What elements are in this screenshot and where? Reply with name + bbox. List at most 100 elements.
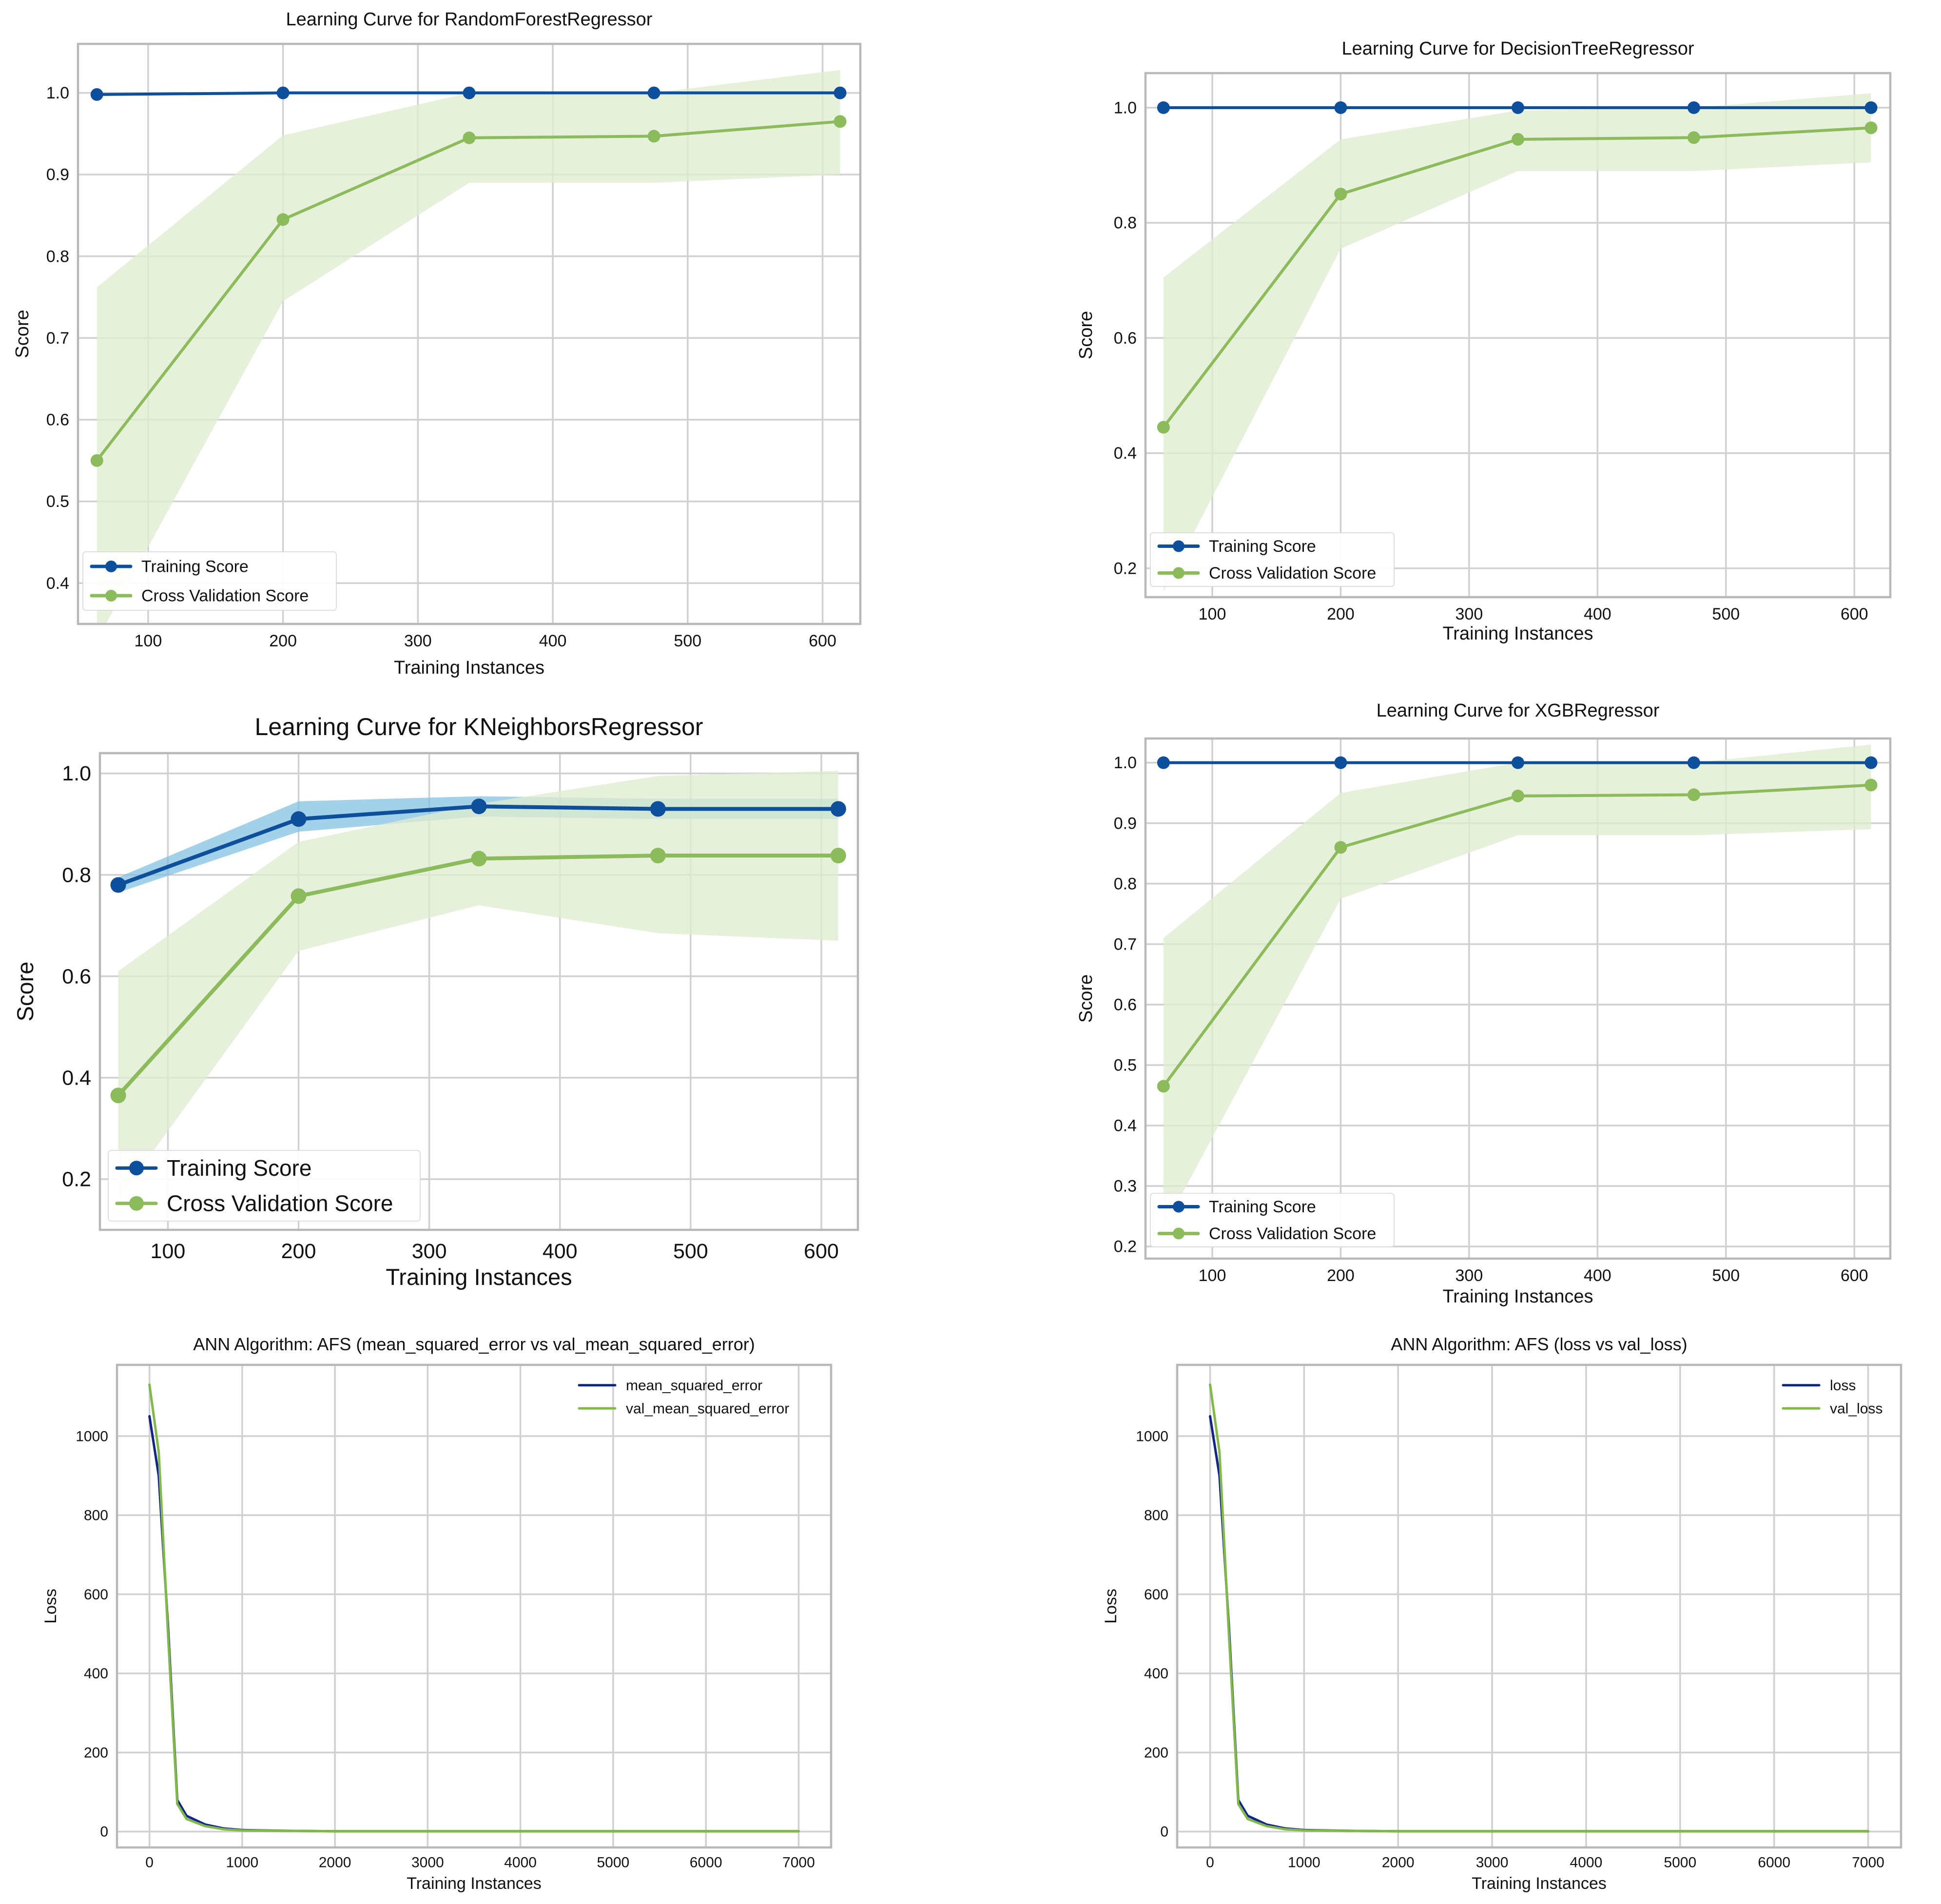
y-tick-label: 400 [84, 1666, 108, 1682]
chart-title: Learning Curve for DecisionTreeRegressor [1341, 39, 1694, 59]
x-tick-label: 500 [1712, 605, 1740, 623]
chart-rf: 100 200 300 400 500 600 0.4 0.5 0.6 0.7 0.8 0.9 1.0 L… [12, 9, 862, 678]
y-tick-label: 800 [84, 1508, 108, 1524]
x-tick-label: 200 [1327, 605, 1355, 623]
x-tick-label: 100 [151, 1240, 186, 1263]
data-point [1157, 101, 1170, 114]
y-axis-label: Loss [1102, 1589, 1120, 1624]
y-tick-label: 0.6 [62, 965, 91, 988]
data-point [1512, 756, 1524, 769]
legend-label: Training Score [167, 1155, 311, 1181]
y-tick-label: 0 [100, 1824, 108, 1840]
x-tick-label: 1000 [226, 1855, 258, 1871]
legend-marker [1173, 1227, 1184, 1240]
y-tick-label: 200 [84, 1745, 108, 1761]
data-point [650, 801, 666, 817]
x-tick-label: 200 [1327, 1266, 1355, 1285]
y-tick-label: 0.7 [46, 329, 69, 348]
chart-xgb: 100 200 300 400 500 600 0.2 0.3 0.4 0.5 0.6 0.7 0.8 0… [1076, 700, 1892, 1307]
data-point [90, 88, 103, 101]
legend-label: loss [1830, 1378, 1856, 1394]
legend-label: Training Score [1209, 537, 1316, 556]
y-tick-label: 200 [1144, 1745, 1168, 1761]
legend-label: Training Score [141, 558, 249, 576]
x-tick-label: 500 [1712, 1266, 1740, 1285]
legend-box [1150, 532, 1395, 587]
legend: Training Score Cross Validation Score [82, 551, 337, 611]
y-axis-label: Score [1076, 974, 1096, 1023]
x-tick-label: 400 [543, 1240, 578, 1263]
data-point [110, 877, 126, 893]
plot-frame [77, 42, 862, 625]
y-tick-label: 0.5 [46, 492, 69, 511]
y-axis-label: Score [12, 962, 38, 1022]
x-tick-label: 4000 [504, 1855, 537, 1871]
x-tick-label: 600 [1841, 605, 1868, 623]
x-axis-label: Training Instances [1442, 623, 1593, 644]
y-tick-label: 600 [1144, 1587, 1168, 1603]
x-tick-label: 600 [804, 1240, 839, 1263]
y-tick-label: 0.6 [1114, 329, 1137, 348]
band-cross-validation-score [1163, 744, 1871, 1228]
legend-marker [1173, 567, 1184, 579]
data-point [471, 798, 487, 815]
data-point [463, 131, 476, 144]
x-tick-label: 400 [539, 632, 567, 650]
y-tick-label: 1.0 [62, 762, 91, 785]
data-point [1687, 788, 1700, 801]
chart-ann-mse: 0 1000 2000 3000 4000 5000 6000 7000 0 200 400 600 8… [41, 1334, 833, 1893]
x-tick-label: 2000 [1382, 1855, 1415, 1871]
data-point [1157, 756, 1170, 769]
data-point [1334, 756, 1347, 769]
data-point [647, 130, 660, 143]
legend-label: mean_squared_error [626, 1378, 762, 1394]
data-point [650, 848, 666, 864]
data-point [1334, 841, 1347, 854]
x-tick-label: 2000 [319, 1855, 351, 1871]
x-tick-label: 300 [1456, 1266, 1483, 1285]
y-tick-label: 0.4 [1114, 444, 1137, 463]
x-tick-label: 6000 [690, 1855, 722, 1871]
chart-dt: 100 200 300 400 500 600 0.2 0.4 0.6 0.8 1.0 Learnin… [1076, 39, 1892, 644]
x-axis-label: Training Instances [1472, 1874, 1607, 1893]
plot-area [117, 1365, 831, 1847]
data-point [1687, 101, 1700, 114]
y-tick-label: 0.9 [46, 166, 69, 184]
data-point [90, 454, 103, 467]
x-tick-label: 300 [412, 1240, 447, 1263]
legend-label: Cross Validation Score [167, 1190, 393, 1216]
x-tick-label: 200 [281, 1240, 316, 1263]
x-tick-label: 500 [673, 1240, 708, 1263]
data-point [291, 888, 307, 904]
y-tick-label: 0.5 [1114, 1056, 1137, 1075]
data-point [291, 811, 307, 827]
x-tick-label: 7000 [782, 1855, 815, 1871]
y-tick-label: 0.4 [46, 574, 69, 593]
chart-title: Learning Curve for RandomForestRegressor [286, 9, 653, 30]
legend: mean_squared_error val_mean_squared_error [578, 1378, 789, 1417]
chart-title: Learning Curve for XGBRegressor [1377, 700, 1660, 721]
x-tick-label: 4000 [1570, 1855, 1603, 1871]
y-tick-label: 1000 [76, 1428, 108, 1444]
data-point [1512, 133, 1524, 146]
y-tick-label: 0.2 [1114, 1238, 1137, 1256]
plot-area [1177, 1365, 1901, 1847]
legend-box [108, 1150, 421, 1222]
plot-frame [1176, 1363, 1902, 1849]
legend: Training Score Cross Validation Score [1150, 1193, 1395, 1247]
y-tick-label: 400 [1144, 1666, 1168, 1682]
y-axis-label: Score [1076, 311, 1096, 359]
legend-label: Cross Validation Score [1209, 564, 1376, 583]
x-tick-label: 400 [1584, 605, 1611, 623]
y-tick-label: 0.4 [1114, 1117, 1137, 1135]
legend-marker [129, 1161, 144, 1176]
data-point [1687, 756, 1700, 769]
data-point [1687, 131, 1700, 144]
data-point [1334, 188, 1347, 201]
data-point [1864, 756, 1878, 769]
chart-knn: 100 200 300 400 500 600 0.2 0.4 0.6 0.8 1.0 Learnin… [12, 713, 859, 1290]
x-axis-label: Training Instances [1442, 1286, 1593, 1307]
y-tick-label: 1.0 [1114, 754, 1137, 772]
